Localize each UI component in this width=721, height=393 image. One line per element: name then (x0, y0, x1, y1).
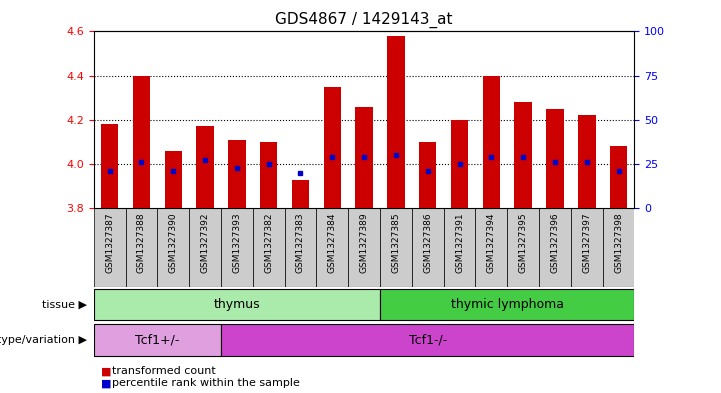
Bar (157, 208, 189, 287)
Bar (253, 208, 285, 287)
Bar (380, 288, 634, 321)
Bar (196, 127, 214, 208)
Text: GSM1327385: GSM1327385 (392, 212, 400, 273)
Text: GSM1327386: GSM1327386 (423, 212, 432, 273)
Text: GSM1327395: GSM1327395 (518, 212, 528, 273)
Bar (443, 208, 475, 287)
Text: GSM1327390: GSM1327390 (169, 212, 178, 273)
Text: Tcf1+/-: Tcf1+/- (135, 333, 180, 347)
Text: tissue ▶: tissue ▶ (42, 299, 87, 310)
Bar (475, 208, 508, 287)
Bar (419, 142, 436, 208)
Text: GSM1327394: GSM1327394 (487, 212, 496, 273)
Text: GSM1327392: GSM1327392 (200, 212, 210, 273)
Bar (101, 124, 118, 208)
Bar (355, 107, 373, 208)
Text: GSM1327397: GSM1327397 (583, 212, 591, 273)
Text: GSM1327396: GSM1327396 (550, 212, 559, 273)
Bar (482, 75, 500, 208)
Text: transformed count: transformed count (112, 366, 216, 376)
Text: GSM1327384: GSM1327384 (328, 212, 337, 273)
Bar (221, 324, 634, 356)
Text: GSM1327382: GSM1327382 (264, 212, 273, 273)
Text: thymic lymphoma: thymic lymphoma (451, 298, 564, 311)
Text: percentile rank within the sample: percentile rank within the sample (112, 378, 300, 388)
Bar (539, 208, 571, 287)
Text: GSM1327393: GSM1327393 (232, 212, 242, 273)
Bar (324, 87, 341, 208)
Text: GSM1327383: GSM1327383 (296, 212, 305, 273)
Text: GDS4867 / 1429143_at: GDS4867 / 1429143_at (275, 12, 453, 28)
Text: Tcf1-/-: Tcf1-/- (409, 333, 447, 347)
Bar (164, 151, 182, 208)
Bar (228, 140, 246, 208)
Bar (94, 208, 125, 287)
Text: GSM1327388: GSM1327388 (137, 212, 146, 273)
Bar (603, 208, 634, 287)
Bar (94, 324, 221, 356)
Bar (387, 36, 404, 208)
Bar (610, 147, 627, 208)
Bar (348, 208, 380, 287)
Text: thymus: thymus (213, 298, 260, 311)
Text: ■: ■ (101, 378, 112, 388)
Bar (578, 116, 596, 208)
Bar (125, 208, 157, 287)
Bar (94, 288, 380, 321)
Bar (260, 142, 278, 208)
Text: GSM1327391: GSM1327391 (455, 212, 464, 273)
Bar (292, 180, 309, 208)
Text: GSM1327398: GSM1327398 (614, 212, 623, 273)
Text: GSM1327389: GSM1327389 (360, 212, 368, 273)
Bar (508, 208, 539, 287)
Bar (514, 102, 532, 208)
Bar (412, 208, 443, 287)
Bar (221, 208, 253, 287)
Bar (285, 208, 317, 287)
Text: GSM1327387: GSM1327387 (105, 212, 114, 273)
Bar (380, 208, 412, 287)
Bar (317, 208, 348, 287)
Text: ■: ■ (101, 366, 112, 376)
Bar (189, 208, 221, 287)
Bar (571, 208, 603, 287)
Bar (451, 120, 468, 208)
Text: genotype/variation ▶: genotype/variation ▶ (0, 335, 87, 345)
Bar (133, 75, 150, 208)
Bar (547, 109, 564, 208)
